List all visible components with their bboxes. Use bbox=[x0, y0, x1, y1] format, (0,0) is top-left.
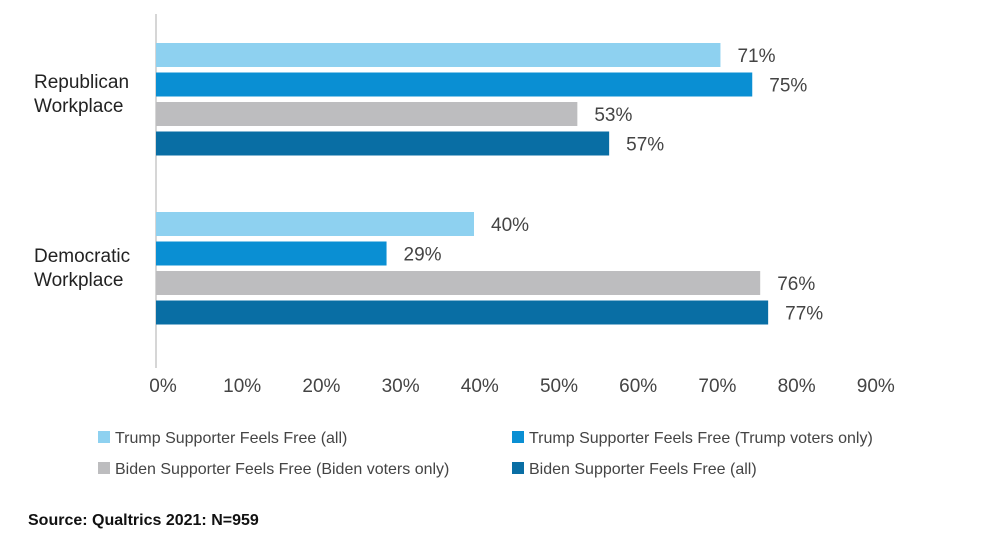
bar bbox=[156, 212, 474, 236]
bar bbox=[156, 102, 578, 126]
legend-swatch bbox=[98, 431, 110, 443]
category-label: Workplace bbox=[34, 270, 123, 291]
data-label: 75% bbox=[769, 76, 807, 97]
bar bbox=[156, 271, 761, 295]
data-label: 76% bbox=[777, 274, 815, 295]
source-note: Source: Qualtrics 2021: N=959 bbox=[28, 512, 259, 529]
data-label: 57% bbox=[626, 135, 664, 156]
data-label: 53% bbox=[594, 105, 632, 126]
legend-label: Biden Supporter Feels Free (all) bbox=[529, 461, 757, 478]
x-tick-label: 80% bbox=[778, 376, 816, 397]
x-tick-label: 60% bbox=[619, 376, 657, 397]
legend-swatch bbox=[512, 431, 524, 443]
bar bbox=[156, 131, 610, 156]
category-label: Republican bbox=[34, 72, 129, 93]
legend-label: Trump Supporter Feels Free (all) bbox=[115, 430, 347, 447]
x-tick-label: 20% bbox=[302, 376, 340, 397]
bar bbox=[156, 300, 769, 325]
x-tick-label: 10% bbox=[223, 376, 261, 397]
legend-label: Trump Supporter Feels Free (Trump voters… bbox=[529, 430, 873, 447]
x-tick-label: 70% bbox=[698, 376, 736, 397]
category-label: Democratic bbox=[34, 246, 130, 267]
data-label: 29% bbox=[404, 245, 442, 266]
legend-swatch bbox=[98, 462, 110, 474]
data-label: 40% bbox=[491, 215, 529, 236]
x-tick-label: 90% bbox=[857, 376, 895, 397]
data-label: 71% bbox=[737, 46, 775, 67]
x-tick-label: 0% bbox=[149, 376, 177, 397]
x-tick-label: 30% bbox=[382, 376, 420, 397]
bar bbox=[156, 241, 387, 266]
category-label: Workplace bbox=[34, 96, 123, 117]
bar bbox=[156, 43, 721, 67]
legend-swatch bbox=[512, 462, 524, 474]
x-tick-label: 40% bbox=[461, 376, 499, 397]
bar bbox=[156, 72, 753, 97]
legend-label: Biden Supporter Feels Free (Biden voters… bbox=[115, 461, 449, 478]
data-label: 77% bbox=[785, 304, 823, 325]
x-tick-label: 50% bbox=[540, 376, 578, 397]
